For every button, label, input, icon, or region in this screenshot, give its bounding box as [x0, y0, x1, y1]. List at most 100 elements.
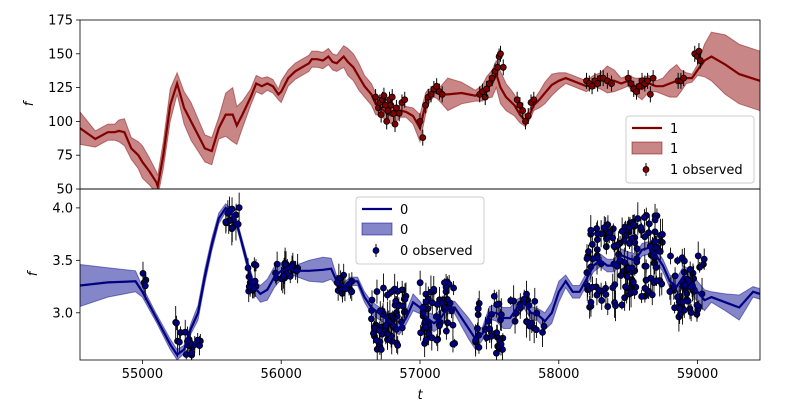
- observed-point: [700, 255, 708, 263]
- x-tick-label: 57000: [399, 367, 440, 382]
- observed-point: [628, 264, 636, 272]
- observed-point: [620, 236, 628, 244]
- top-panel: 50 75 100 125 150 175 f 1 1 1 observed: [22, 14, 761, 198]
- observed-point: [432, 313, 440, 320]
- observed-point: [671, 272, 679, 280]
- observed-point: [450, 284, 457, 292]
- observed-point: [653, 277, 660, 285]
- observed-point: [181, 328, 189, 336]
- x-tick-label: 55000: [122, 367, 163, 382]
- observed-point: [666, 288, 674, 296]
- bot-series-line: [80, 206, 760, 357]
- observed-point: [595, 286, 603, 294]
- observed-point: [497, 340, 505, 348]
- observed-point: [690, 275, 698, 282]
- observed-point: [368, 296, 376, 304]
- observed-point: [694, 252, 702, 260]
- observed-point: [644, 77, 651, 85]
- observed-point: [173, 319, 180, 327]
- observed-point: [377, 346, 385, 353]
- y-tick-label: 3.0: [52, 306, 73, 321]
- observed-point: [422, 323, 430, 331]
- observed-point: [430, 285, 438, 293]
- observed-point: [228, 205, 236, 213]
- observed-point: [681, 281, 689, 289]
- observed-point: [444, 319, 452, 327]
- observed-point: [646, 90, 654, 98]
- x-tick-label: 56000: [261, 367, 302, 382]
- observed-point: [524, 112, 532, 120]
- observed-point: [651, 237, 659, 245]
- observed-point: [633, 245, 641, 253]
- observed-point: [228, 224, 236, 232]
- observed-point: [391, 120, 399, 128]
- observed-point: [696, 263, 704, 271]
- observed-point: [497, 50, 504, 58]
- observed-point: [416, 118, 424, 125]
- observed-point: [474, 324, 481, 332]
- bottom-legend-points-marker: [372, 247, 380, 254]
- observed-point: [372, 93, 379, 101]
- top-legend-band-swatch: [631, 141, 663, 155]
- observed-point: [387, 101, 395, 109]
- observed-point: [373, 336, 380, 344]
- observed-point: [618, 227, 626, 235]
- y-tick-label: 75: [56, 149, 73, 164]
- y-tick-label: 100: [48, 115, 73, 130]
- observed-point: [273, 260, 281, 268]
- observed-point: [493, 349, 500, 357]
- observed-point: [441, 279, 448, 287]
- observed-point: [523, 290, 530, 298]
- observed-point: [388, 93, 396, 101]
- top-legend-points-marker: [642, 166, 650, 173]
- observed-point: [589, 283, 596, 291]
- observed-point: [693, 301, 701, 309]
- y-tick-label: 4.0: [52, 201, 73, 216]
- observed-point: [629, 278, 637, 286]
- observed-point: [540, 322, 548, 330]
- observed-point: [630, 221, 637, 228]
- observed-point: [428, 299, 436, 307]
- observed-point: [443, 295, 451, 303]
- observed-point: [641, 214, 648, 221]
- observed-point: [533, 326, 540, 334]
- top-observed-points: [372, 43, 704, 146]
- observed-point: [680, 74, 688, 82]
- observed-point: [588, 241, 596, 248]
- observed-point: [695, 47, 703, 55]
- observed-point: [638, 293, 646, 300]
- top-band-area: [80, 31, 760, 189]
- bottom-legend-band-swatch: [361, 222, 393, 236]
- observed-point: [587, 226, 595, 234]
- observed-point: [610, 242, 618, 250]
- observed-point: [487, 332, 495, 340]
- observed-point: [399, 302, 407, 310]
- y-tick-label: 150: [48, 47, 73, 62]
- observed-point: [642, 262, 650, 270]
- observed-point: [680, 257, 688, 265]
- observed-point: [442, 327, 450, 335]
- observed-point: [348, 288, 356, 296]
- observed-point: [382, 321, 390, 329]
- observed-point: [587, 298, 595, 306]
- observed-point: [531, 297, 539, 305]
- observed-point: [602, 291, 610, 298]
- observed-point: [645, 220, 653, 228]
- observed-point: [384, 291, 391, 299]
- top-legend-band-label: 1: [670, 142, 678, 157]
- observed-point: [659, 231, 666, 238]
- observed-point: [280, 272, 287, 280]
- bottom-mean-line: [80, 206, 760, 357]
- observed-point: [594, 230, 601, 238]
- bottom-x-axis-label: t: [417, 388, 423, 400]
- observed-point: [686, 266, 694, 273]
- observed-point: [687, 309, 695, 317]
- top-legend-points-label: 1 observed: [670, 163, 743, 178]
- y-tick-label: 3.5: [52, 254, 73, 269]
- observed-point: [507, 297, 515, 304]
- bottom-observed-points: [139, 192, 708, 360]
- observed-point: [401, 295, 409, 303]
- observed-point: [612, 302, 619, 310]
- observed-point: [598, 297, 606, 304]
- observed-point: [392, 297, 400, 305]
